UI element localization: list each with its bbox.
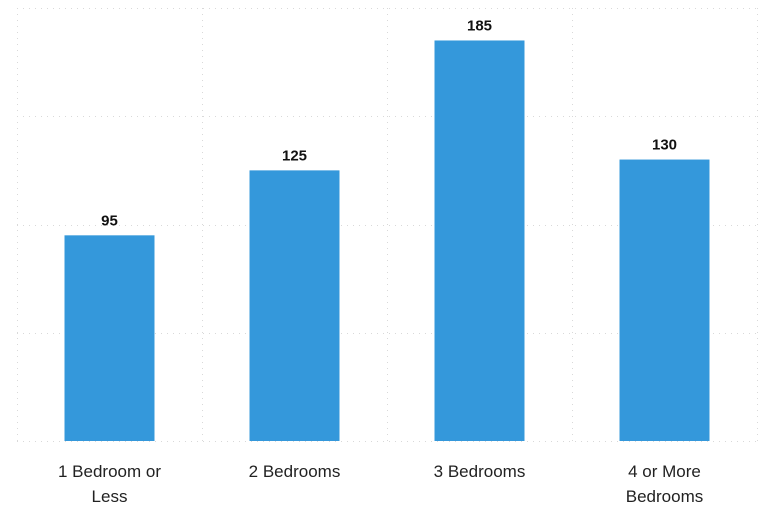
bar: [64, 235, 155, 441]
bars: [64, 40, 710, 442]
category-label: 1 Bedroom or Less: [58, 462, 161, 506]
category-label: 2 Bedrooms: [249, 462, 341, 481]
gridlines: [17, 8, 758, 442]
category-label-line: Bedrooms: [626, 487, 703, 506]
category-label: 3 Bedrooms: [434, 462, 526, 481]
bar-value-label: 185: [467, 17, 492, 34]
category-label-line: 1 Bedroom or: [58, 462, 161, 481]
bar: [434, 40, 525, 441]
value-labels: 95 125 185 130: [101, 17, 677, 229]
bar-value-label: 95: [101, 212, 118, 229]
category-label-line: 4 or More: [628, 462, 701, 481]
category-label-line: Less: [92, 487, 128, 506]
category-label-line: 3 Bedrooms: [434, 462, 526, 481]
bar-value-label: 130: [652, 137, 677, 154]
bar: [249, 170, 340, 441]
category-label: 4 or More Bedrooms: [626, 462, 703, 506]
category-labels: 1 Bedroom or Less 2 Bedrooms 3 Bedrooms 4 or…: [58, 462, 703, 506]
category-label-line: 2 Bedrooms: [249, 462, 341, 481]
bar: [619, 159, 710, 442]
bar-value-label: 125: [282, 147, 307, 164]
